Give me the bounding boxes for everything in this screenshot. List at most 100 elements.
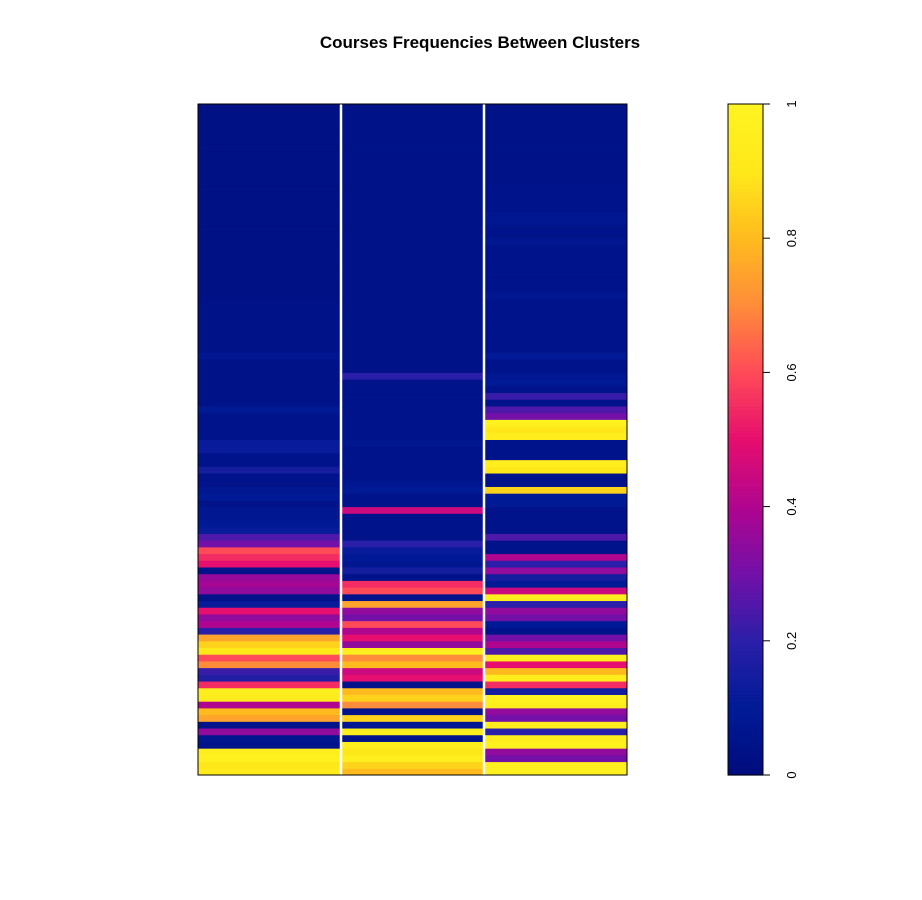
heatmap-cell (198, 533, 342, 541)
heatmap-cell (198, 520, 342, 528)
colorbar-segment (728, 335, 763, 340)
colorbar-segment (728, 764, 763, 769)
colorbar-segment (728, 446, 763, 451)
heatmap-cell (484, 526, 628, 534)
heatmap-cell (341, 150, 485, 159)
colorbar-segment (728, 392, 763, 397)
heatmap-cell (484, 573, 628, 581)
colorbar-segment (728, 134, 763, 139)
heatmap-cell (341, 748, 485, 756)
colorbar-segment (728, 563, 763, 568)
heatmap-cell (198, 271, 342, 279)
heatmap-cell (198, 231, 342, 239)
colorbar-segment (728, 402, 763, 407)
heatmap-cell (198, 312, 342, 320)
heatmap-cell (484, 231, 628, 239)
heatmap-cell (484, 660, 628, 669)
colorbar-segment (728, 375, 763, 380)
column-separators (339, 104, 486, 775)
colorbar-segment (728, 570, 763, 575)
heatmap-cell (341, 432, 485, 440)
heatmap-cell (484, 506, 628, 514)
colorbar-segment (728, 439, 763, 444)
heatmap-cell (341, 627, 485, 635)
heatmap-cell (198, 721, 342, 729)
heatmap-cell (198, 285, 342, 293)
colorbar-segment (728, 426, 763, 431)
heatmap-cell (198, 499, 342, 508)
heatmap-cell (198, 446, 342, 454)
colorbar-segment (728, 640, 763, 645)
heatmap-cell (484, 379, 628, 387)
colorbar-segment (728, 516, 763, 521)
heatmap-cell (198, 379, 342, 387)
colorbar-segment (728, 452, 763, 457)
heatmap-cell (484, 318, 628, 326)
heatmap-cell (341, 513, 485, 521)
colorbar-segment (728, 597, 763, 602)
colorbar-segment (728, 365, 763, 370)
heatmap-cell (198, 573, 342, 581)
colorbar-segment (728, 553, 763, 558)
colorbar-segment (728, 509, 763, 514)
colorbar-segment (728, 667, 763, 672)
colorbar-segment (728, 325, 763, 330)
colorbar-segment (728, 526, 763, 531)
heatmap-cell (341, 721, 485, 729)
colorbar-segment (728, 342, 763, 347)
heatmap-cell (198, 593, 342, 602)
colorbar-segment (728, 144, 763, 149)
heatmap-cell (341, 473, 485, 481)
heatmap-cell (341, 144, 485, 152)
heatmap-cell (198, 124, 342, 132)
heatmap-cell (341, 352, 485, 360)
heatmap-cell (341, 654, 485, 662)
heatmap-cell (198, 681, 342, 689)
heatmap-cell (484, 345, 628, 353)
heatmap-cell (484, 681, 628, 689)
colorbar-segment (728, 734, 763, 739)
colorbar-segment (728, 345, 763, 350)
colorbar-segment (728, 704, 763, 709)
heatmap-cell (198, 620, 342, 628)
colorbar-segment (728, 228, 763, 233)
colorbar-segment (728, 117, 763, 122)
heatmap-cell (198, 352, 342, 360)
heatmap-cell (341, 110, 485, 118)
heatmap-cell (198, 459, 342, 467)
heatmap-cell (198, 130, 342, 139)
heatmap-cell (484, 560, 628, 568)
heatmap-cell (198, 714, 342, 722)
heatmap-cell (198, 600, 342, 608)
heatmap-cell (484, 150, 628, 159)
colorbar-segment (728, 214, 763, 219)
heatmap-cell (198, 104, 342, 112)
heatmap-cell (484, 312, 628, 320)
heatmap-cell (198, 560, 342, 568)
heatmap-frame (197, 103, 628, 776)
heatmap-cell (198, 171, 342, 179)
heatmap-cell (484, 204, 628, 212)
heatmap-cell (198, 144, 342, 152)
colorbar-segment (728, 308, 763, 313)
heatmap-cell (341, 446, 485, 454)
heatmap-cell (341, 197, 485, 206)
heatmap-cell (484, 466, 628, 474)
heatmap-cell (198, 667, 342, 675)
colorbar-segment (728, 462, 763, 467)
heatmap-cell (484, 687, 628, 695)
colorbar-segment (728, 476, 763, 481)
heatmap-cell (198, 768, 342, 776)
heatmap-cell (484, 694, 628, 702)
heatmap-cell (198, 580, 342, 588)
heatmap-cell (484, 728, 628, 736)
heatmap-cell (484, 674, 628, 682)
heatmap-cell (198, 486, 342, 494)
heatmap-cell (198, 197, 342, 206)
colorbar-segment (728, 422, 763, 427)
colorbar-segment (728, 120, 763, 125)
heatmap-cell (484, 218, 628, 226)
colorbar-segment (728, 550, 763, 555)
heatmap-cell (198, 701, 342, 709)
colorbar-segment (728, 449, 763, 454)
